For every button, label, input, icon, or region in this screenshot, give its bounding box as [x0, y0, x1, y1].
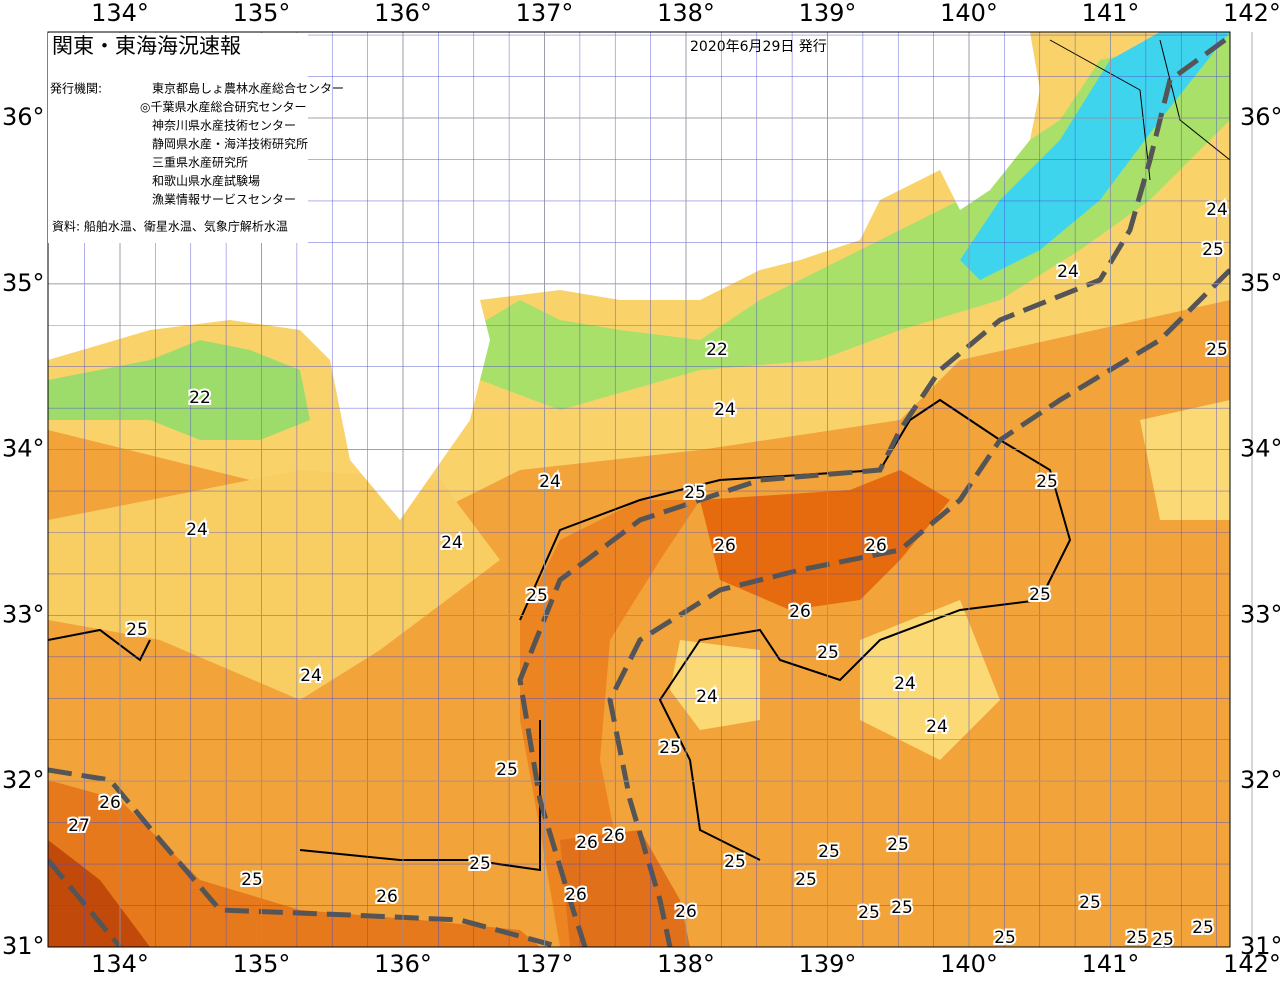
- contour-label: 25: [1126, 928, 1148, 948]
- lat-tick-label: 33°: [2, 600, 45, 628]
- contour-label: 25: [126, 620, 148, 640]
- contour-label: 26: [603, 826, 625, 846]
- lon-tick-label: 135°: [233, 0, 291, 27]
- lon-tick-label: 140°: [940, 0, 998, 27]
- contour-label: 25: [1202, 240, 1224, 260]
- contour-label: 25: [858, 903, 880, 923]
- lon-tick-label: 136°: [374, 950, 432, 978]
- title: 関東・東海海況速報: [52, 34, 241, 58]
- issuer: 漁業情報サービスセンター: [152, 193, 296, 207]
- lat-tick-label: 31°: [1240, 932, 1280, 960]
- lat-tick-label: 34°: [2, 435, 45, 463]
- lat-tick-label: 32°: [2, 766, 45, 794]
- contour-label: 25: [496, 760, 518, 780]
- lat-tick-label: 33°: [1240, 600, 1280, 628]
- lat-tick-label: 36°: [1240, 103, 1280, 131]
- issuer: 東京都島しょ農林水産総合センター: [152, 81, 344, 96]
- contour-label: 26: [565, 885, 587, 905]
- lon-tick-label: 135°: [233, 950, 291, 978]
- contour-label: 26: [675, 902, 697, 922]
- contour-label: 25: [526, 586, 548, 606]
- contour-label: 25: [241, 870, 263, 890]
- issuer: 三重県水産研究所: [152, 155, 248, 170]
- contour-label: 24: [300, 666, 322, 686]
- lon-tick-label: 136°: [374, 0, 432, 27]
- issuer: 静岡県水産・海洋技術研究所: [152, 136, 308, 151]
- contour-label: 26: [865, 536, 887, 556]
- contour-label: 24: [441, 533, 463, 553]
- lon-tick-label: 134°: [91, 950, 149, 978]
- lat-tick-label: 34°: [1240, 435, 1280, 463]
- contour-label: 24: [926, 717, 948, 737]
- contour-label: 25: [1192, 918, 1214, 938]
- lon-tick-label: 138°: [657, 0, 715, 27]
- contour-label: 26: [789, 602, 811, 622]
- lon-tick-label: 142°: [1223, 0, 1280, 27]
- lat-tick-label: 35°: [1240, 269, 1280, 297]
- contour-label: 25: [818, 842, 840, 862]
- contour-label: 25: [994, 928, 1016, 948]
- legend-box: [48, 33, 308, 243]
- contour-label: 26: [576, 833, 598, 853]
- lon-tick-label: 139°: [799, 0, 857, 27]
- contour-label: 24: [1206, 200, 1228, 220]
- contour-label: 25: [1079, 893, 1101, 913]
- contour-label: 25: [891, 898, 913, 918]
- contour-label: 25: [1036, 472, 1058, 492]
- contour-label: 25: [887, 835, 909, 855]
- contour-label: 26: [714, 536, 736, 556]
- issuer: ◎千葉県水産総合研究センター: [140, 99, 306, 114]
- contour-label: 25: [1152, 930, 1174, 950]
- contour-label: 24: [714, 400, 736, 420]
- issuer-list: 東京都島しょ農林水産総合センター ◎千葉県水産総合研究センター神奈川県水産技術セン…: [140, 81, 344, 207]
- map-frame: [47, 31, 1231, 948]
- contour-label: 25: [795, 870, 817, 890]
- contour-label: 26: [376, 887, 398, 907]
- contour-label: 24: [696, 687, 718, 707]
- lat-tick-label: 35°: [2, 269, 45, 297]
- contour-label: 25: [1206, 340, 1228, 360]
- contour-label: 26: [99, 793, 121, 813]
- contour-label: 25: [684, 483, 706, 503]
- contour-label: 25: [817, 643, 839, 663]
- lon-tick-label: 138°: [657, 950, 715, 978]
- contour-label: 24: [1057, 262, 1079, 282]
- issue-date: 2020年6月29日 発行: [690, 39, 827, 55]
- lon-tick-label: 134°: [91, 0, 149, 27]
- lon-tick-label: 141°: [1082, 0, 1140, 27]
- lat-tick-label: 36°: [2, 103, 45, 131]
- lat-tick-label: 32°: [1240, 766, 1280, 794]
- lon-tick-label: 137°: [516, 950, 574, 978]
- lon-tick-label: 137°: [516, 0, 574, 27]
- contour-label: 24: [539, 472, 561, 492]
- issuer: 神奈川県水産技術センター: [152, 118, 296, 133]
- lon-tick-label: 141°: [1082, 950, 1140, 978]
- contour-label: 22: [706, 340, 728, 360]
- contour-label: 25: [724, 852, 746, 872]
- contour-label: 27: [68, 816, 90, 836]
- lat-tick-label: 31°: [2, 932, 45, 960]
- contour-label: 24: [894, 674, 916, 694]
- contour-label: 25: [469, 854, 491, 874]
- contour-label: 25: [659, 738, 681, 758]
- data-source: 資料: 船舶水温、衛星水温、気象庁解析水温: [52, 219, 288, 234]
- contour-label: 22: [189, 388, 211, 408]
- lon-tick-label: 139°: [799, 950, 857, 978]
- lon-tick-label: 142°: [1223, 950, 1280, 978]
- lon-tick-label: 140°: [940, 950, 998, 978]
- contour-label: 25: [1029, 585, 1051, 605]
- issuer-label: 発行機関:: [50, 81, 102, 96]
- contour-label: 24: [186, 520, 208, 540]
- issuer: 和歌山県水産試験場: [152, 173, 260, 188]
